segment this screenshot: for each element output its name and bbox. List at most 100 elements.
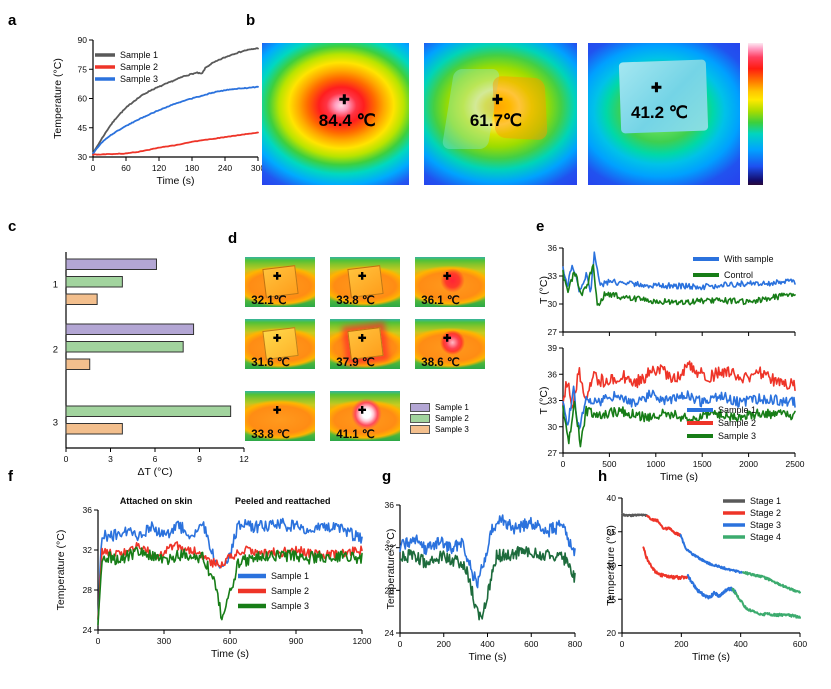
- svg-text:24: 24: [385, 628, 395, 638]
- svg-text:20: 20: [607, 628, 617, 638]
- svg-text:30: 30: [78, 152, 88, 162]
- svg-text:Sample 1: Sample 1: [271, 571, 309, 581]
- hand-temp-label: 33.8 ℃: [336, 295, 375, 307]
- crosshair-icon: ✚: [272, 405, 282, 417]
- svg-text:12: 12: [239, 454, 249, 464]
- svg-text:28: 28: [83, 585, 93, 595]
- svg-text:3: 3: [108, 454, 113, 464]
- svg-text:Sample 3: Sample 3: [120, 74, 158, 84]
- crosshair-icon: ✚: [442, 271, 452, 283]
- crumpled-film: [442, 68, 501, 149]
- legend-row: Sample 1: [410, 402, 469, 413]
- crosshair-icon: ✚: [357, 405, 367, 417]
- legend-label: Sample 3: [435, 425, 469, 434]
- crosshair-icon: ✚: [650, 80, 662, 96]
- svg-text:36: 36: [548, 369, 558, 379]
- crosshair-icon: ✚: [357, 333, 367, 345]
- svg-text:0: 0: [398, 639, 403, 649]
- ir-image-medium: ✚ 61.7℃: [424, 43, 577, 185]
- sample-color-legend: Sample 1 Sample 2 Sample 3: [410, 402, 469, 435]
- panel-letter-f: f: [8, 468, 13, 485]
- svg-text:1200: 1200: [353, 636, 372, 646]
- svg-text:Time (s): Time (s): [156, 175, 194, 187]
- monitoring-chart-bottom: 0 500 1000 1500 2000 2500 27 30 33 36 39 Time (s) T …: [538, 343, 805, 483]
- svg-text:0: 0: [91, 163, 96, 173]
- hot-spot: [437, 327, 469, 358]
- cool-film-sample: [618, 59, 708, 134]
- legend-row: Sample 3: [410, 424, 469, 435]
- svg-text:32: 32: [83, 545, 93, 555]
- hand-temp-label: 41.1 ℃: [336, 429, 375, 441]
- hand-temp-label: 31.6 ℃: [251, 357, 290, 369]
- svg-text:40: 40: [607, 493, 617, 503]
- svg-text:200: 200: [674, 639, 688, 649]
- svg-text:Sample 2: Sample 2: [718, 418, 756, 428]
- svg-text:120: 120: [152, 163, 166, 173]
- panel-letter-g: g: [382, 468, 392, 485]
- svg-text:36: 36: [548, 243, 558, 253]
- svg-text:3: 3: [53, 418, 58, 429]
- svg-text:33: 33: [548, 396, 558, 406]
- svg-text:35: 35: [607, 527, 617, 537]
- skin-attach-chart: 0 300 600 900 1200 24 28 32 36 Time (s) Temperatur…: [55, 496, 372, 660]
- svg-text:39: 39: [548, 343, 558, 353]
- svg-text:1: 1: [53, 279, 58, 290]
- svg-text:0: 0: [561, 459, 566, 469]
- hand-ir-cell: ✚ 41.1 ℃: [330, 391, 400, 441]
- svg-text:75: 75: [78, 64, 88, 74]
- svg-text:Stage 3: Stage 3: [750, 520, 781, 530]
- svg-text:300: 300: [251, 163, 265, 173]
- ir-image-cool: ✚ 41.2 ℃: [588, 43, 740, 185]
- svg-text:Time (s): Time (s): [211, 648, 249, 660]
- svg-text:T (°C): T (°C): [538, 276, 550, 304]
- panel-letter-c: c: [8, 218, 17, 235]
- legend-swatch-green: [410, 414, 430, 423]
- panel-letter-e: e: [536, 218, 545, 235]
- crosshair-icon: ✚: [272, 333, 282, 345]
- heating-curves-chart: 0 60 120 180 240 300 30 45 60 75 90 Time (s) Tempera…: [52, 35, 265, 187]
- svg-text:0: 0: [64, 454, 69, 464]
- svg-text:2000: 2000: [739, 459, 758, 469]
- hand-ir-cell: ✚ 33.8 ℃: [245, 391, 315, 441]
- svg-text:30: 30: [548, 299, 558, 309]
- svg-text:28: 28: [385, 585, 395, 595]
- svg-text:Peeled and reattached: Peeled and reattached: [235, 496, 331, 506]
- ir-image-hot: ✚ 84.4 ℃: [262, 43, 409, 185]
- ir-temp-label: 84.4 ℃: [318, 111, 376, 131]
- svg-text:27: 27: [548, 448, 558, 458]
- svg-text:Stage 1: Stage 1: [750, 496, 781, 506]
- crosshair-icon: ✚: [357, 271, 367, 283]
- svg-text:30: 30: [548, 422, 558, 432]
- svg-text:45: 45: [78, 123, 88, 133]
- legend-swatch-purple: [410, 403, 430, 412]
- svg-text:300: 300: [157, 636, 171, 646]
- svg-text:2500: 2500: [786, 459, 805, 469]
- svg-text:Temperature (°C): Temperature (°C): [52, 58, 64, 139]
- crosshair-icon: ✚: [491, 91, 503, 107]
- legend-row: Sample 2: [410, 413, 469, 424]
- legend-swatch-orange: [410, 425, 430, 434]
- hand-temp-label: 37.9 ℃: [336, 357, 375, 369]
- svg-text:0: 0: [620, 639, 625, 649]
- crumpled-film-fold: [492, 75, 549, 141]
- hand-ir-cell: ✚ 37.9 ℃: [330, 319, 400, 369]
- crosshair-icon: ✚: [338, 91, 350, 107]
- hand-temp-label: 36.1 ℃: [421, 295, 460, 307]
- staged-cooling-chart: 0 200 400 600 20 25 30 35 40 Time (s) Temperature …: [605, 493, 807, 663]
- svg-text:Sample 2: Sample 2: [271, 586, 309, 596]
- panel-letter-h: h: [598, 468, 608, 485]
- hand-ir-cell: ✚ 38.6 ℃: [415, 319, 485, 369]
- svg-text:200: 200: [437, 639, 451, 649]
- panel-letter-b: b: [246, 12, 256, 29]
- svg-text:With sample: With sample: [724, 254, 774, 264]
- legend-label: Sample 1: [435, 403, 469, 412]
- svg-text:32: 32: [385, 543, 395, 553]
- svg-text:Sample 1: Sample 1: [718, 405, 756, 415]
- svg-text:500: 500: [602, 459, 616, 469]
- legend-label: Sample 2: [435, 414, 469, 423]
- svg-text:240: 240: [218, 163, 232, 173]
- crosshair-icon: ✚: [272, 271, 282, 283]
- svg-text:600: 600: [793, 639, 807, 649]
- svg-text:36: 36: [385, 500, 395, 510]
- svg-text:33: 33: [548, 271, 558, 281]
